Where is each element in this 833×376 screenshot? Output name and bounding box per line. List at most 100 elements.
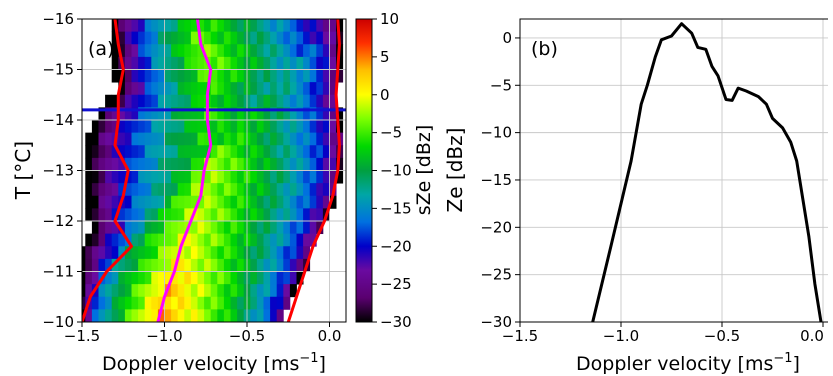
heatmap-cell bbox=[263, 258, 271, 272]
heatmap-cell bbox=[316, 221, 324, 235]
heatmap-cell bbox=[164, 69, 172, 83]
heatmap-cell bbox=[329, 157, 337, 171]
heatmap-cell bbox=[270, 94, 278, 108]
y-tick-label: −5 bbox=[490, 76, 512, 94]
heatmap-cell bbox=[157, 221, 165, 235]
heatmap-cell bbox=[283, 284, 291, 298]
heatmap-cell bbox=[316, 19, 324, 33]
heatmap-cell bbox=[270, 246, 278, 260]
heatmap-cell bbox=[131, 44, 139, 58]
heatmap-cell bbox=[197, 233, 205, 247]
heatmap-cell bbox=[223, 284, 231, 298]
heatmap-cell bbox=[118, 284, 126, 298]
heatmap-cell bbox=[223, 309, 231, 322]
heatmap-cell bbox=[296, 107, 304, 121]
heatmap-cell bbox=[276, 132, 284, 146]
heatmap-cell bbox=[336, 107, 344, 121]
heatmap-cell bbox=[289, 284, 297, 298]
heatmap-cell bbox=[256, 132, 264, 146]
heatmap-cell bbox=[124, 157, 132, 171]
heatmap-cell bbox=[184, 107, 192, 121]
heatmap-cell bbox=[276, 44, 284, 58]
heatmap-cell bbox=[303, 170, 311, 184]
heatmap-cell bbox=[151, 157, 159, 171]
heatmap-cell bbox=[283, 120, 291, 134]
panel-b-grid bbox=[520, 19, 828, 322]
heatmap-cell bbox=[322, 132, 330, 146]
heatmap-cell bbox=[217, 309, 225, 322]
heatmap-cell bbox=[210, 56, 218, 70]
heatmap-cell bbox=[111, 157, 119, 171]
x-tick-label: −0.5 bbox=[704, 327, 740, 345]
heatmap-cell bbox=[197, 271, 205, 285]
heatmap-cell bbox=[105, 195, 113, 209]
heatmap-cell bbox=[217, 94, 225, 108]
heatmap-cell bbox=[223, 44, 231, 58]
heatmap-cell bbox=[329, 56, 337, 70]
heatmap-cell bbox=[124, 208, 132, 222]
heatmap-cell bbox=[177, 44, 185, 58]
heatmap-cell bbox=[276, 19, 284, 33]
x-tick-label: −1.0 bbox=[603, 327, 639, 345]
heatmap-cell bbox=[157, 82, 165, 96]
heatmap-cell bbox=[164, 120, 172, 134]
heatmap-cell bbox=[230, 44, 238, 58]
heatmap-cell bbox=[105, 120, 113, 134]
heatmap-cell bbox=[309, 107, 317, 121]
heatmap-cell bbox=[237, 56, 245, 70]
heatmap-cell bbox=[144, 82, 152, 96]
heatmap-cell bbox=[237, 44, 245, 58]
heatmap-cell bbox=[82, 271, 86, 285]
heatmap-cell bbox=[151, 183, 159, 197]
heatmap-cell bbox=[217, 82, 225, 96]
heatmap-cell bbox=[171, 157, 179, 171]
heatmap-cell bbox=[230, 94, 238, 108]
heatmap-cell bbox=[82, 246, 86, 260]
heatmap-cell bbox=[263, 157, 271, 171]
heatmap-cell bbox=[144, 107, 152, 121]
heatmap-cell bbox=[283, 208, 291, 222]
heatmap-cell bbox=[329, 19, 337, 33]
heatmap-cell bbox=[118, 208, 126, 222]
heatmap-cell bbox=[270, 221, 278, 235]
heatmap-cell bbox=[105, 145, 113, 159]
heatmap-cell bbox=[322, 120, 330, 134]
heatmap-cell bbox=[237, 120, 245, 134]
heatmap-cell bbox=[217, 145, 225, 159]
heatmap-cell bbox=[184, 145, 192, 159]
heatmap-cell bbox=[223, 31, 231, 45]
heatmap-cell bbox=[276, 82, 284, 96]
heatmap-cell bbox=[289, 208, 297, 222]
heatmap-cell bbox=[157, 107, 165, 121]
heatmap-cell bbox=[217, 132, 225, 146]
heatmap-cell bbox=[190, 69, 198, 83]
heatmap-cell bbox=[256, 107, 264, 121]
heatmap-cell bbox=[276, 107, 284, 121]
heatmap-cell bbox=[289, 246, 297, 260]
heatmap-cell bbox=[329, 44, 337, 58]
heatmap-cell bbox=[270, 132, 278, 146]
heatmap-cell bbox=[190, 44, 198, 58]
heatmap-cell bbox=[138, 82, 146, 96]
heatmap-cell bbox=[151, 82, 159, 96]
heatmap-cell bbox=[105, 132, 113, 146]
heatmap-cell bbox=[283, 69, 291, 83]
y-tick-label: −20 bbox=[480, 218, 512, 236]
heatmap-cell bbox=[289, 107, 297, 121]
heatmap-cell bbox=[223, 157, 231, 171]
heatmap-cell bbox=[190, 284, 198, 298]
heatmap-cell bbox=[177, 233, 185, 247]
heatmap-cell bbox=[289, 195, 297, 209]
heatmap-cell bbox=[144, 69, 152, 83]
heatmap-cell bbox=[91, 183, 99, 197]
heatmap-cell bbox=[210, 258, 218, 272]
heatmap-cell bbox=[250, 170, 258, 184]
heatmap-cell bbox=[164, 258, 172, 272]
heatmap-cell bbox=[105, 233, 113, 247]
heatmap-cell bbox=[184, 69, 192, 83]
heatmap-cell bbox=[322, 82, 330, 96]
series-line-2 bbox=[286, 19, 341, 322]
heatmap-cell bbox=[184, 82, 192, 96]
heatmap-cell bbox=[98, 246, 106, 260]
heatmap-cell bbox=[237, 170, 245, 184]
